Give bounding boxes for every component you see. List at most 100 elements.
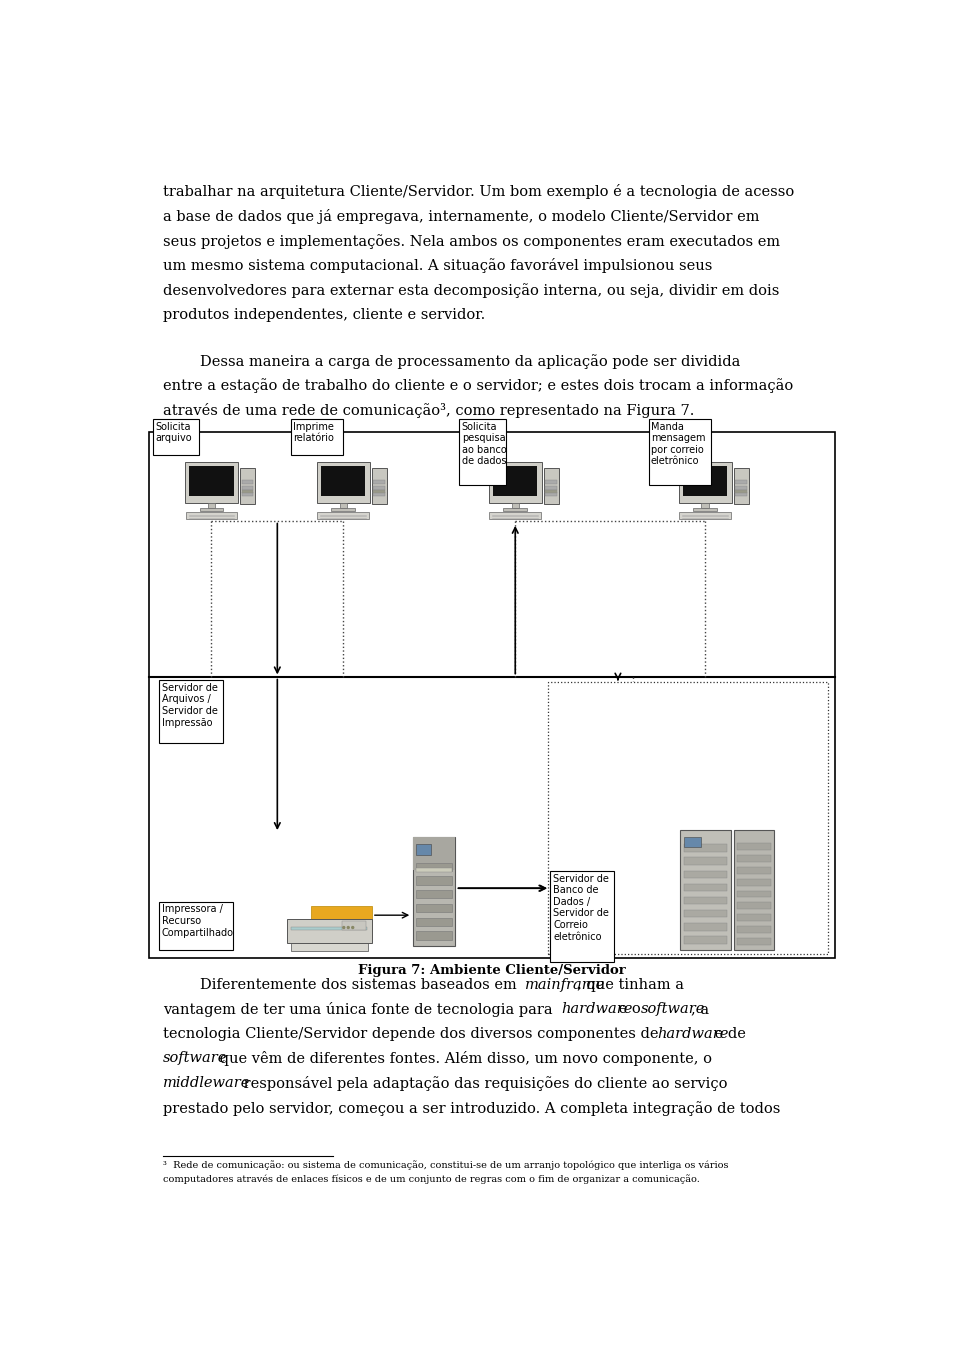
Bar — [292, 927, 367, 929]
Text: middleware: middleware — [162, 1077, 250, 1090]
Bar — [493, 466, 538, 496]
Text: entre a estação de trabalho do cliente e o servidor; e estes dois trocam a infor: entre a estação de trabalho do cliente e… — [162, 378, 793, 393]
Text: trabalhar na arquitetura Cliente/Servidor. Um bom exemplo é a tecnologia de aces: trabalhar na arquitetura Cliente/Servido… — [162, 185, 794, 200]
Text: tecnologia Cliente/Servidor depende dos diversos componentes de: tecnologia Cliente/Servidor depende dos … — [162, 1027, 662, 1040]
Text: através de uma rede de comunicação³, como representado na Figura 7.: através de uma rede de comunicação³, com… — [162, 403, 694, 417]
Bar — [684, 909, 727, 917]
Bar — [286, 919, 372, 943]
Circle shape — [348, 927, 349, 928]
Circle shape — [351, 927, 353, 928]
Bar — [373, 486, 385, 490]
Bar — [545, 481, 557, 484]
Text: , a: , a — [691, 1002, 709, 1016]
Bar — [684, 936, 727, 943]
Bar — [318, 512, 369, 519]
Text: e o: e o — [614, 1002, 646, 1016]
Text: Figura 7: Ambiente Cliente/Servidor: Figura 7: Ambiente Cliente/Servidor — [358, 963, 626, 977]
Bar — [416, 863, 452, 871]
Text: e de: e de — [709, 1027, 746, 1040]
Text: Servidor de
Arquivos /
Servidor de
Impressão: Servidor de Arquivos / Servidor de Impre… — [162, 682, 218, 728]
Bar — [242, 481, 253, 484]
Bar — [702, 503, 708, 508]
Text: Servidor de
Banco de
Dados /
Servidor de
Correio
eletrônico: Servidor de Banco de Dados / Servidor de… — [553, 874, 609, 942]
Text: Diferentemente dos sistemas baseados em: Diferentemente dos sistemas baseados em — [162, 978, 521, 992]
Bar — [413, 836, 455, 946]
Bar — [200, 508, 224, 511]
Text: a base de dados que já empregava, internamente, o modelo Cliente/Servidor em: a base de dados que já empregava, intern… — [162, 209, 759, 224]
Text: mainframe: mainframe — [525, 978, 606, 992]
Text: Impressora /
Recurso
Compartilhado: Impressora / Recurso Compartilhado — [162, 904, 234, 938]
Bar — [735, 481, 747, 484]
Bar — [737, 902, 771, 909]
Bar — [735, 492, 747, 496]
Bar — [684, 897, 727, 904]
Text: software: software — [641, 1002, 706, 1016]
Text: produtos independentes, cliente e servidor.: produtos independentes, cliente e servid… — [162, 308, 485, 322]
Bar — [684, 870, 727, 878]
Text: hardware: hardware — [657, 1027, 729, 1040]
Bar — [735, 486, 747, 490]
Text: computadores através de enlaces físicos e de um conjunto de regras com o fim de : computadores através de enlaces físicos … — [162, 1174, 700, 1185]
Bar — [737, 867, 771, 874]
Text: responsável pela adaptação das requisições do cliente ao serviço: responsável pela adaptação das requisiçõ… — [239, 1077, 727, 1092]
Bar — [331, 508, 355, 511]
Text: hardware: hardware — [562, 1002, 634, 1016]
Bar — [311, 907, 372, 936]
Bar — [681, 831, 731, 950]
Bar — [373, 481, 385, 484]
Bar — [737, 939, 771, 946]
Bar — [416, 917, 452, 925]
Bar — [680, 512, 731, 519]
Bar — [291, 936, 368, 951]
Bar — [684, 923, 727, 931]
Bar — [150, 432, 834, 958]
Bar — [737, 855, 771, 862]
Bar — [158, 681, 223, 743]
Bar — [489, 462, 541, 503]
Bar — [684, 836, 701, 847]
Bar — [512, 503, 519, 508]
Text: software: software — [162, 1051, 227, 1066]
Bar — [684, 884, 727, 892]
Bar — [684, 844, 727, 852]
Bar — [693, 508, 717, 511]
Bar — [737, 915, 771, 921]
Bar — [242, 490, 253, 493]
Text: Dessa maneira a carga de processamento da aplicação pode ser dividida: Dessa maneira a carga de processamento d… — [162, 354, 740, 369]
Bar — [240, 467, 255, 504]
Circle shape — [343, 927, 345, 928]
Bar — [158, 902, 233, 950]
Bar — [321, 466, 366, 496]
Bar — [416, 877, 452, 885]
Bar — [153, 419, 200, 455]
Text: que vêm de diferentes fontes. Além disso, um novo componente, o: que vêm de diferentes fontes. Além disso… — [215, 1051, 712, 1066]
Bar — [242, 486, 253, 490]
Text: desenvolvedores para externar esta decomposição interna, ou seja, dividir em doi: desenvolvedores para externar esta decom… — [162, 282, 779, 297]
Text: ³  Rede de comunicação: ou sistema de comunicação, constitui-se de um arranjo to: ³ Rede de comunicação: ou sistema de com… — [162, 1161, 728, 1170]
Bar — [242, 492, 253, 496]
Text: Solicita
pesquisa
ao banco
de dados: Solicita pesquisa ao banco de dados — [462, 422, 507, 466]
Bar — [733, 831, 774, 950]
Bar — [679, 462, 732, 503]
Bar — [413, 836, 455, 870]
Text: Manda
mensagem
por correio
eletrônico: Manda mensagem por correio eletrônico — [651, 422, 706, 466]
Bar — [735, 490, 747, 493]
Bar — [490, 512, 541, 519]
Bar — [416, 844, 431, 855]
Bar — [317, 462, 370, 503]
Bar — [189, 466, 233, 496]
Text: prestado pelo servidor, começou a ser introduzido. A completa integração de todo: prestado pelo servidor, começou a ser in… — [162, 1101, 780, 1116]
Text: Solicita
arquivo: Solicita arquivo — [155, 422, 191, 443]
Bar — [545, 490, 557, 493]
Bar — [416, 931, 452, 939]
Bar — [416, 890, 452, 898]
Bar — [416, 867, 452, 871]
Bar — [340, 503, 347, 508]
Bar — [737, 843, 771, 850]
Text: um mesmo sistema computacional. A situação favorável impulsionou seus: um mesmo sistema computacional. A situaç… — [162, 258, 712, 273]
Bar — [737, 878, 771, 885]
Bar — [373, 490, 385, 493]
Bar — [733, 467, 749, 504]
Text: Imprime
relatório: Imprime relatório — [293, 422, 334, 443]
Bar — [649, 419, 711, 485]
